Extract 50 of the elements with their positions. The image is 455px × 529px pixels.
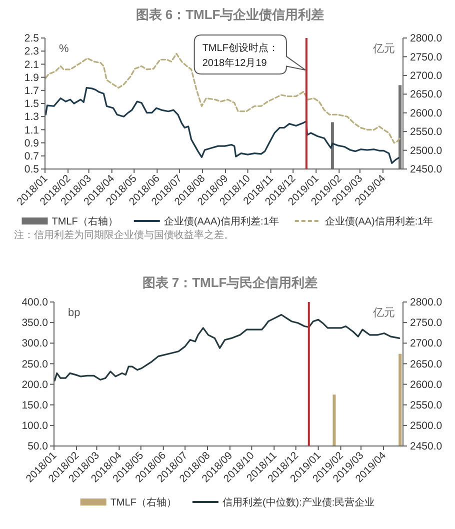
y-tick-label: 1.5 xyxy=(24,98,40,110)
text: 注：信用利差为同期限企业债与国债收益率之差。 xyxy=(14,229,234,241)
y2-tick-label: 2600.0 xyxy=(410,378,442,391)
y-tick-label: 2.1 xyxy=(24,58,40,71)
y-axis-title: bp xyxy=(68,307,80,319)
y-tick-label: 0.7 xyxy=(24,150,40,162)
legend-label: 信用利差(中位数):产业债:民营企业 xyxy=(222,496,375,508)
y2-tick-label: 2700.0 xyxy=(410,70,442,82)
y2-tick-label: 2650.0 xyxy=(410,358,442,370)
y2-tick-label: 2750.0 xyxy=(410,317,442,330)
y-tick-label: 1.3 xyxy=(24,111,40,124)
y2-tick-label: 2450.0 xyxy=(410,440,442,453)
y-tick-label: 400.0 xyxy=(22,296,48,309)
y-tick-label: 0.9 xyxy=(24,137,40,150)
y2-tick-label: 2800.0 xyxy=(410,296,442,309)
y2-tick-label: 2700.0 xyxy=(410,338,442,350)
y-tick-label: 250.0 xyxy=(22,358,48,370)
legend-label: 企业债(AA)信用利差:1年 xyxy=(324,216,434,228)
y2-tick-label: 2450.0 xyxy=(410,164,442,176)
chart-title: 图表 7：TMLF与民企信用利差 xyxy=(142,275,318,290)
y2-tick-label: 2550.0 xyxy=(410,126,442,138)
y2-tick-label: 2550.0 xyxy=(410,399,442,412)
y-tick-label: 300.0 xyxy=(22,338,48,350)
legend-label: TMLF（右轴） xyxy=(110,496,176,508)
chart-title: 图表 6：TMLF与企业债信用利差 xyxy=(136,7,324,22)
y-tick-label: 1.7 xyxy=(24,85,40,97)
y-tick-label: 2.3 xyxy=(24,46,40,58)
y2-tick-label: 2500.0 xyxy=(410,144,442,157)
ref-line-label: TMLF创设时点： 2018年12月19 xyxy=(202,42,278,69)
y-tick-label: 100.0 xyxy=(22,420,48,432)
legend-label: TMLF（右轴） xyxy=(52,216,118,228)
y-tick-label: 350.0 xyxy=(22,317,48,330)
y-tick-label: 150.0 xyxy=(22,399,48,412)
y2-tick-label: 2800.0 xyxy=(410,32,442,45)
y-tick-label: 2.5 xyxy=(24,32,40,45)
y2-tick-label: 2650.0 xyxy=(410,88,442,101)
y-tick-label: 1.1 xyxy=(24,124,40,136)
y2-tick-label: 2500.0 xyxy=(410,420,442,432)
y-tick-label: 50.0 xyxy=(28,440,48,453)
y2-tick-label: 2750.0 xyxy=(410,51,442,64)
line-series xyxy=(44,86,400,164)
line-series xyxy=(44,52,401,144)
y-tick-label: 1.9 xyxy=(24,72,40,84)
y-tick-label: 0.5 xyxy=(24,164,40,176)
y2-axis-title: 亿元 xyxy=(372,43,395,55)
y-axis-title: % xyxy=(59,43,69,55)
y2-tick-label: 2600.0 xyxy=(410,107,442,120)
legend-label: 企业债(AAA)信用利差:1年 xyxy=(164,216,279,228)
y2-axis-title: 亿元 xyxy=(372,307,395,319)
y-tick-label: 200.0 xyxy=(22,378,48,391)
